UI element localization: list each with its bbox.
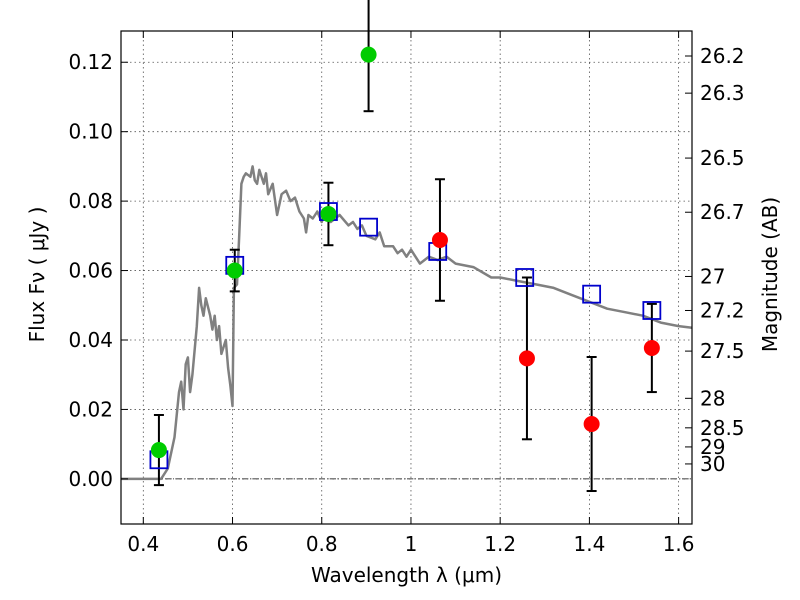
- y-tick-label-0: 0.00: [68, 467, 113, 491]
- upper-point-2: [583, 416, 600, 433]
- detection-point-1: [226, 262, 243, 279]
- detection-point-3: [360, 46, 377, 63]
- x-tick-label-4: 1.2: [484, 532, 516, 556]
- y-tick-label-6: 0.12: [68, 50, 113, 74]
- model-square-6: [582, 284, 602, 304]
- x-axis-ticks: 0.4 0.6 0.8 1 1.2 1.4 1.6: [127, 31, 695, 556]
- y-tick-label-5: 0.10: [68, 120, 113, 144]
- y-axis-label: Flux Fν ( μJy ): [25, 207, 49, 343]
- y-tick-label-1: 0.02: [68, 397, 113, 421]
- right-tick-label-1: 26.3: [700, 81, 745, 105]
- right-tick-label-6: 27.5: [700, 339, 745, 363]
- right-tick-label-3: 26.7: [700, 200, 745, 224]
- upper-point-3: [643, 339, 660, 356]
- model-square-3: [359, 217, 378, 237]
- model-square-7: [642, 301, 662, 320]
- detection-point-0: [150, 442, 167, 459]
- observed-points: [150, 46, 660, 459]
- right-tick-label-2: 26.5: [700, 146, 745, 170]
- x-tick-label-0: 0.4: [127, 532, 159, 556]
- y-axis-ticks: 0.00 0.02 0.04 0.06 0.08 0.10 0.12: [68, 50, 128, 491]
- x-tick-label-3: 1: [405, 532, 418, 556]
- y-tick-label-4: 0.08: [68, 189, 113, 213]
- right-tick-label-4: 27: [700, 264, 725, 288]
- upper-point-0: [431, 232, 448, 249]
- error-bars: [153, 0, 657, 493]
- x-tick-label-1: 0.6: [217, 532, 249, 556]
- x-tick-label-5: 1.4: [573, 532, 605, 556]
- detection-point-2: [320, 205, 337, 222]
- x-tick-label-2: 0.8: [306, 532, 338, 556]
- plot-frame: [120, 30, 693, 525]
- model-photometry-squares: [149, 202, 662, 470]
- model-square-5: [515, 268, 535, 287]
- right-tick-label-5: 27.2: [700, 298, 745, 322]
- model-sed-line: [121, 165, 693, 481]
- right-tick-label-0: 26.2: [700, 44, 745, 68]
- right-tick-label-9: 29: [700, 435, 725, 459]
- right-tick-label-8: 28.5: [700, 416, 745, 440]
- right-axis-label: Magnitude (AB): [758, 197, 782, 352]
- right-tick-label-10: 30: [700, 452, 725, 476]
- y-tick-label-3: 0.06: [68, 259, 113, 283]
- upper-point-1: [518, 350, 535, 367]
- y-tick-label-2: 0.04: [68, 328, 113, 352]
- right-tick-label-7: 28: [700, 386, 725, 410]
- x-axis-label: Wavelength λ (μm): [311, 563, 502, 587]
- x-tick-label-6: 1.6: [663, 532, 695, 556]
- grid-layer: [121, 31, 692, 524]
